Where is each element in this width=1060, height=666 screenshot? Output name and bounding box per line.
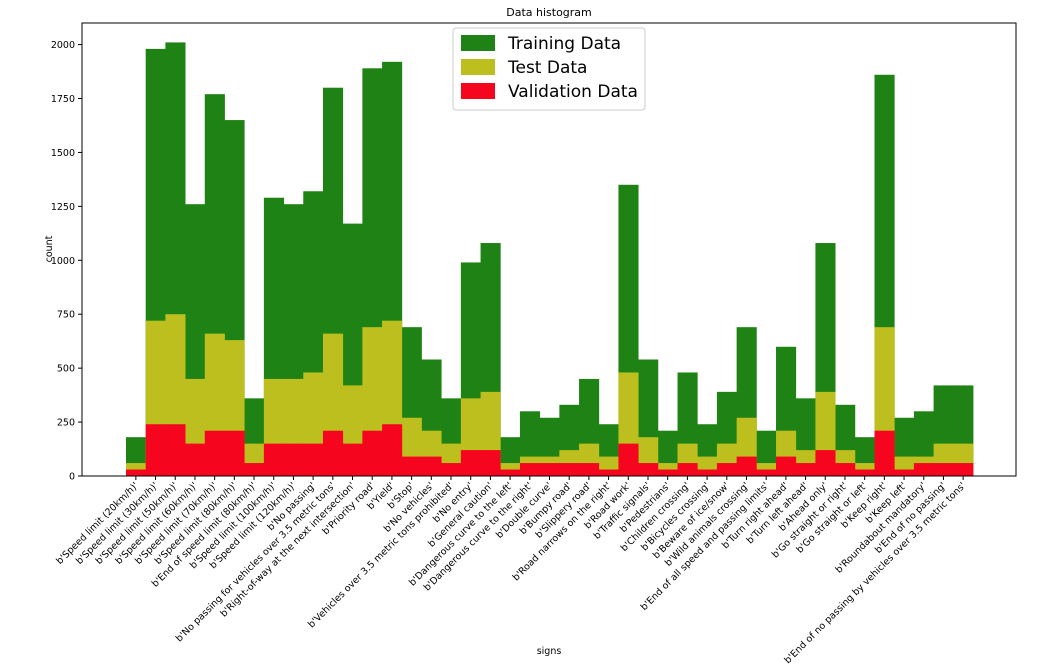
legend: Training Data Test Data Validation Data — [452, 27, 646, 111]
bar-validation-data-17 — [460, 450, 481, 476]
bar-validation-data-28 — [677, 463, 698, 476]
legend-label-test-data: Test Data — [507, 58, 587, 78]
bar-validation-data-40 — [913, 463, 935, 476]
bar-validation-data-24 — [598, 469, 619, 476]
bar-validation-data-13 — [382, 424, 403, 476]
bar-validation-data-32 — [756, 469, 777, 476]
y-axis: 0 250 500 750 1000 1250 1500 1750 2000 — [51, 40, 82, 483]
bar-validation-data-21 — [539, 463, 560, 476]
x-axis-label: signs — [537, 646, 562, 657]
y-tick-label: 1500 — [51, 148, 75, 159]
bar-validation-data-4 — [204, 430, 225, 476]
bar-validation-data-15 — [421, 456, 442, 476]
y-axis-label: count — [44, 235, 55, 262]
bar-validation-data-11 — [342, 443, 363, 476]
bar-validation-data-20 — [519, 463, 541, 476]
bar-validation-data-8 — [283, 443, 304, 476]
bar-validation-data-18 — [480, 450, 501, 476]
bar-validation-data-42 — [953, 463, 974, 476]
y-tick-label: 0 — [69, 472, 75, 483]
bar-validation-data-2 — [165, 424, 186, 476]
legend-label-validation-data: Validation Data — [508, 82, 638, 102]
bar-validation-data-10 — [322, 430, 344, 476]
bars-group — [126, 42, 974, 477]
legend-swatch-training-data — [461, 35, 495, 51]
bar-validation-data-12 — [362, 430, 383, 476]
bar-validation-data-36 — [835, 463, 856, 476]
bar-validation-data-25 — [618, 443, 639, 476]
bar-validation-data-30 — [716, 463, 738, 476]
bar-validation-data-23 — [579, 463, 600, 476]
bar-validation-data-16 — [441, 463, 462, 476]
y-tick-label: 1750 — [51, 94, 75, 105]
y-tick-label: 750 — [57, 310, 75, 321]
x-axis: b'Speed limit (20km/h)'b'Speed limit (30… — [54, 476, 968, 666]
bar-validation-data-35 — [815, 450, 836, 476]
y-tick-label: 250 — [57, 418, 75, 429]
chart-title: Data histogram — [506, 6, 592, 19]
bar-validation-data-7 — [263, 443, 284, 476]
y-tick-label: 1250 — [51, 202, 75, 213]
bar-validation-data-14 — [401, 456, 422, 476]
bar-validation-data-39 — [894, 469, 915, 476]
bar-validation-data-38 — [874, 430, 895, 476]
y-tick-label: 1000 — [51, 256, 75, 267]
bar-validation-data-19 — [500, 469, 521, 476]
bar-validation-data-3 — [185, 443, 206, 476]
bar-validation-data-41 — [933, 463, 954, 476]
bar-validation-data-1 — [145, 424, 166, 476]
bar-validation-data-5 — [224, 430, 245, 476]
bar-validation-data-31 — [736, 456, 757, 476]
bar-validation-data-37 — [854, 469, 875, 476]
y-tick-label: 500 — [57, 364, 75, 375]
bar-validation-data-9 — [303, 443, 324, 476]
bar-validation-data-34 — [795, 463, 816, 476]
bar-validation-data-33 — [776, 456, 797, 476]
legend-swatch-test-data — [461, 59, 495, 75]
bar-validation-data-6 — [244, 463, 265, 476]
bar-validation-data-29 — [697, 469, 718, 476]
bar-validation-data-26 — [638, 463, 659, 476]
legend-swatch-validation-data — [461, 83, 495, 99]
legend-frame — [452, 27, 646, 111]
bar-validation-data-22 — [559, 463, 580, 476]
legend-label-training-data: Training Data — [507, 34, 621, 54]
bar-validation-data-27 — [657, 469, 678, 476]
y-tick-label: 2000 — [51, 40, 75, 51]
bar-validation-data-0 — [126, 469, 147, 476]
